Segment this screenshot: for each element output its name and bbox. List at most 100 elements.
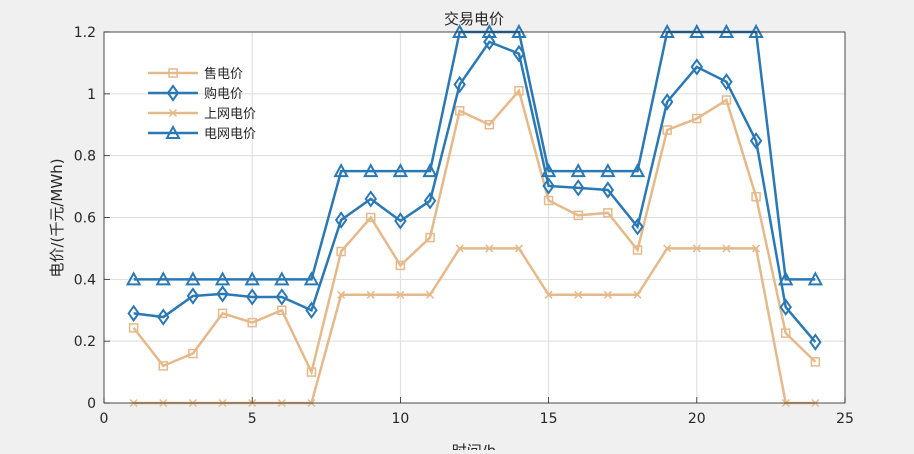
square-marker — [158, 361, 169, 371]
triangle-marker — [214, 271, 231, 286]
diamond-marker — [394, 212, 407, 230]
diamond-marker — [720, 73, 733, 91]
y-tick-label: 0.2 — [74, 334, 96, 350]
x-marker — [337, 290, 346, 299]
square-marker — [662, 125, 672, 135]
x-marker — [544, 290, 553, 299]
square-marker — [306, 367, 317, 377]
diamond-marker — [305, 301, 318, 319]
series-line — [132, 88, 817, 376]
diamond-marker — [186, 287, 200, 305]
diamond-marker — [483, 33, 496, 51]
triangle-marker — [125, 271, 142, 286]
x-marker — [633, 290, 642, 299]
square-marker — [128, 323, 139, 333]
square-marker — [514, 85, 524, 96]
x-tick-label: 15 — [540, 411, 558, 427]
x-tick-label: 5 — [248, 411, 257, 427]
square-marker — [721, 95, 732, 105]
square-marker — [810, 357, 821, 367]
triangle-marker — [807, 271, 824, 286]
x-marker — [663, 244, 672, 253]
triangle-marker — [303, 271, 320, 286]
x-axis-label: 时间/h — [452, 442, 497, 450]
x-tick-label: 20 — [688, 411, 706, 427]
square-marker — [603, 208, 613, 218]
square-marker — [484, 120, 495, 130]
chart-title: 交易电价 — [444, 10, 504, 28]
square-marker — [780, 328, 791, 338]
diamond-marker — [423, 192, 437, 210]
triangle-marker — [748, 23, 764, 38]
triangle-marker — [274, 271, 290, 286]
triangle-marker — [422, 163, 438, 178]
diamond-marker — [166, 84, 180, 102]
x-marker — [485, 244, 494, 253]
y-axis-label: 电价/(千元/MWh) — [48, 158, 66, 277]
y-tick-label: 0.4 — [74, 272, 96, 288]
triangle-marker — [718, 23, 735, 38]
triangle-marker — [629, 163, 646, 178]
legend-label: 购电价 — [204, 86, 243, 102]
diamond-marker — [749, 132, 763, 150]
x-marker — [514, 244, 523, 253]
x-marker — [692, 244, 701, 253]
diamond-marker — [631, 218, 644, 236]
x-marker — [574, 290, 583, 299]
x-marker — [752, 244, 761, 253]
square-marker — [168, 68, 178, 78]
diamond-marker — [245, 288, 259, 306]
square-marker — [188, 348, 198, 359]
y-tick-label: 0.6 — [74, 211, 96, 227]
square-marker — [366, 212, 376, 223]
triangle-marker — [155, 271, 171, 286]
diamond-marker — [809, 333, 822, 351]
triangle-marker — [244, 271, 260, 286]
x-marker — [396, 290, 405, 299]
x-marker — [426, 290, 435, 299]
diamond-marker — [690, 58, 704, 76]
square-marker — [425, 232, 435, 243]
diamond-marker — [453, 75, 466, 94]
x-marker — [366, 290, 375, 299]
x-tick-label: 25 — [836, 411, 854, 427]
triangle-marker — [570, 163, 586, 178]
square-marker — [543, 195, 554, 206]
triangle-marker — [392, 163, 409, 178]
square-marker — [247, 317, 257, 328]
triangle-marker — [333, 163, 349, 178]
triangle-marker — [689, 23, 705, 38]
square-marker — [395, 260, 406, 271]
square-marker — [277, 305, 287, 315]
diamond-marker — [601, 181, 615, 199]
triangle-marker — [185, 271, 201, 286]
y-tick-label: 1.2 — [74, 25, 96, 41]
square-marker — [336, 246, 346, 257]
diamond-marker — [660, 93, 674, 111]
diamond-marker — [364, 190, 377, 208]
square-marker — [632, 245, 643, 255]
x-marker — [455, 244, 464, 253]
diamond-marker — [275, 288, 289, 306]
square-marker — [751, 192, 761, 202]
x-marker — [603, 290, 612, 299]
diamond-marker — [157, 308, 170, 326]
diamond-marker — [127, 304, 140, 323]
triangle-marker — [165, 124, 181, 139]
square-marker — [217, 308, 228, 319]
triangle-marker — [511, 23, 527, 38]
x-marker — [722, 244, 731, 253]
legend-label: 电网电价 — [204, 127, 256, 142]
square-marker — [454, 106, 465, 116]
square-marker — [692, 113, 702, 124]
square-marker — [573, 210, 583, 221]
triangle-marker — [481, 23, 498, 38]
x-marker — [168, 108, 178, 118]
series-diamond — [127, 33, 822, 351]
diamond-marker — [542, 177, 555, 195]
x-tick-label: 10 — [391, 411, 409, 427]
diamond-marker — [572, 179, 585, 197]
y-tick-label: 0.8 — [74, 149, 96, 165]
